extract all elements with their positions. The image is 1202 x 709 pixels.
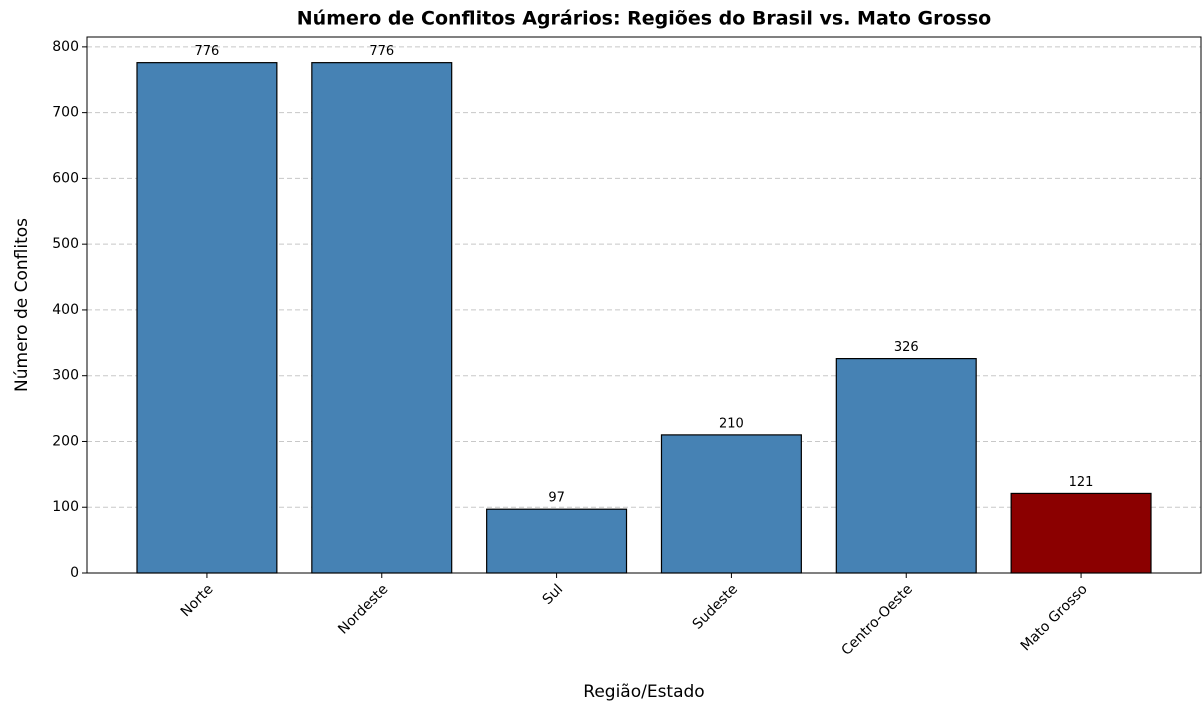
x-tick-label: Norte (178, 581, 217, 620)
y-tick-label: 700 (52, 105, 79, 121)
y-tick-label: 300 (52, 368, 79, 384)
plot-frame (86, 36, 1202, 574)
bar (486, 508, 628, 574)
bar (835, 358, 977, 574)
value-label: 121 (1069, 475, 1094, 490)
bar (1010, 492, 1152, 574)
y-tick-label: 600 (52, 170, 79, 186)
bar (660, 434, 802, 574)
value-label: 97 (548, 491, 565, 506)
bar (311, 62, 453, 574)
y-tick-label: 400 (52, 302, 79, 318)
value-label: 326 (894, 340, 919, 355)
x-tick-label: Nordeste (335, 581, 391, 637)
value-label: 776 (369, 44, 394, 59)
x-tick-label: Sudeste (690, 581, 741, 632)
y-axis-label: Número de Conflitos (12, 218, 32, 392)
y-tick-label: 500 (52, 236, 79, 252)
bar (136, 62, 278, 574)
x-axis-label: Região/Estado (583, 682, 704, 702)
x-tick-label: Sul (540, 581, 567, 608)
y-tick-label: 200 (52, 433, 79, 449)
chart-title: Número de Conflitos Agrários: Regiões do… (297, 8, 991, 30)
value-label: 776 (195, 44, 220, 59)
value-label: 210 (719, 416, 744, 431)
y-tick-label: 100 (52, 499, 79, 515)
y-tick-label: 0 (70, 565, 79, 581)
y-tick-label: 800 (52, 39, 79, 55)
x-tick-label: Mato Grosso (1018, 581, 1091, 654)
x-tick-label: Centro-Oeste (838, 581, 915, 658)
